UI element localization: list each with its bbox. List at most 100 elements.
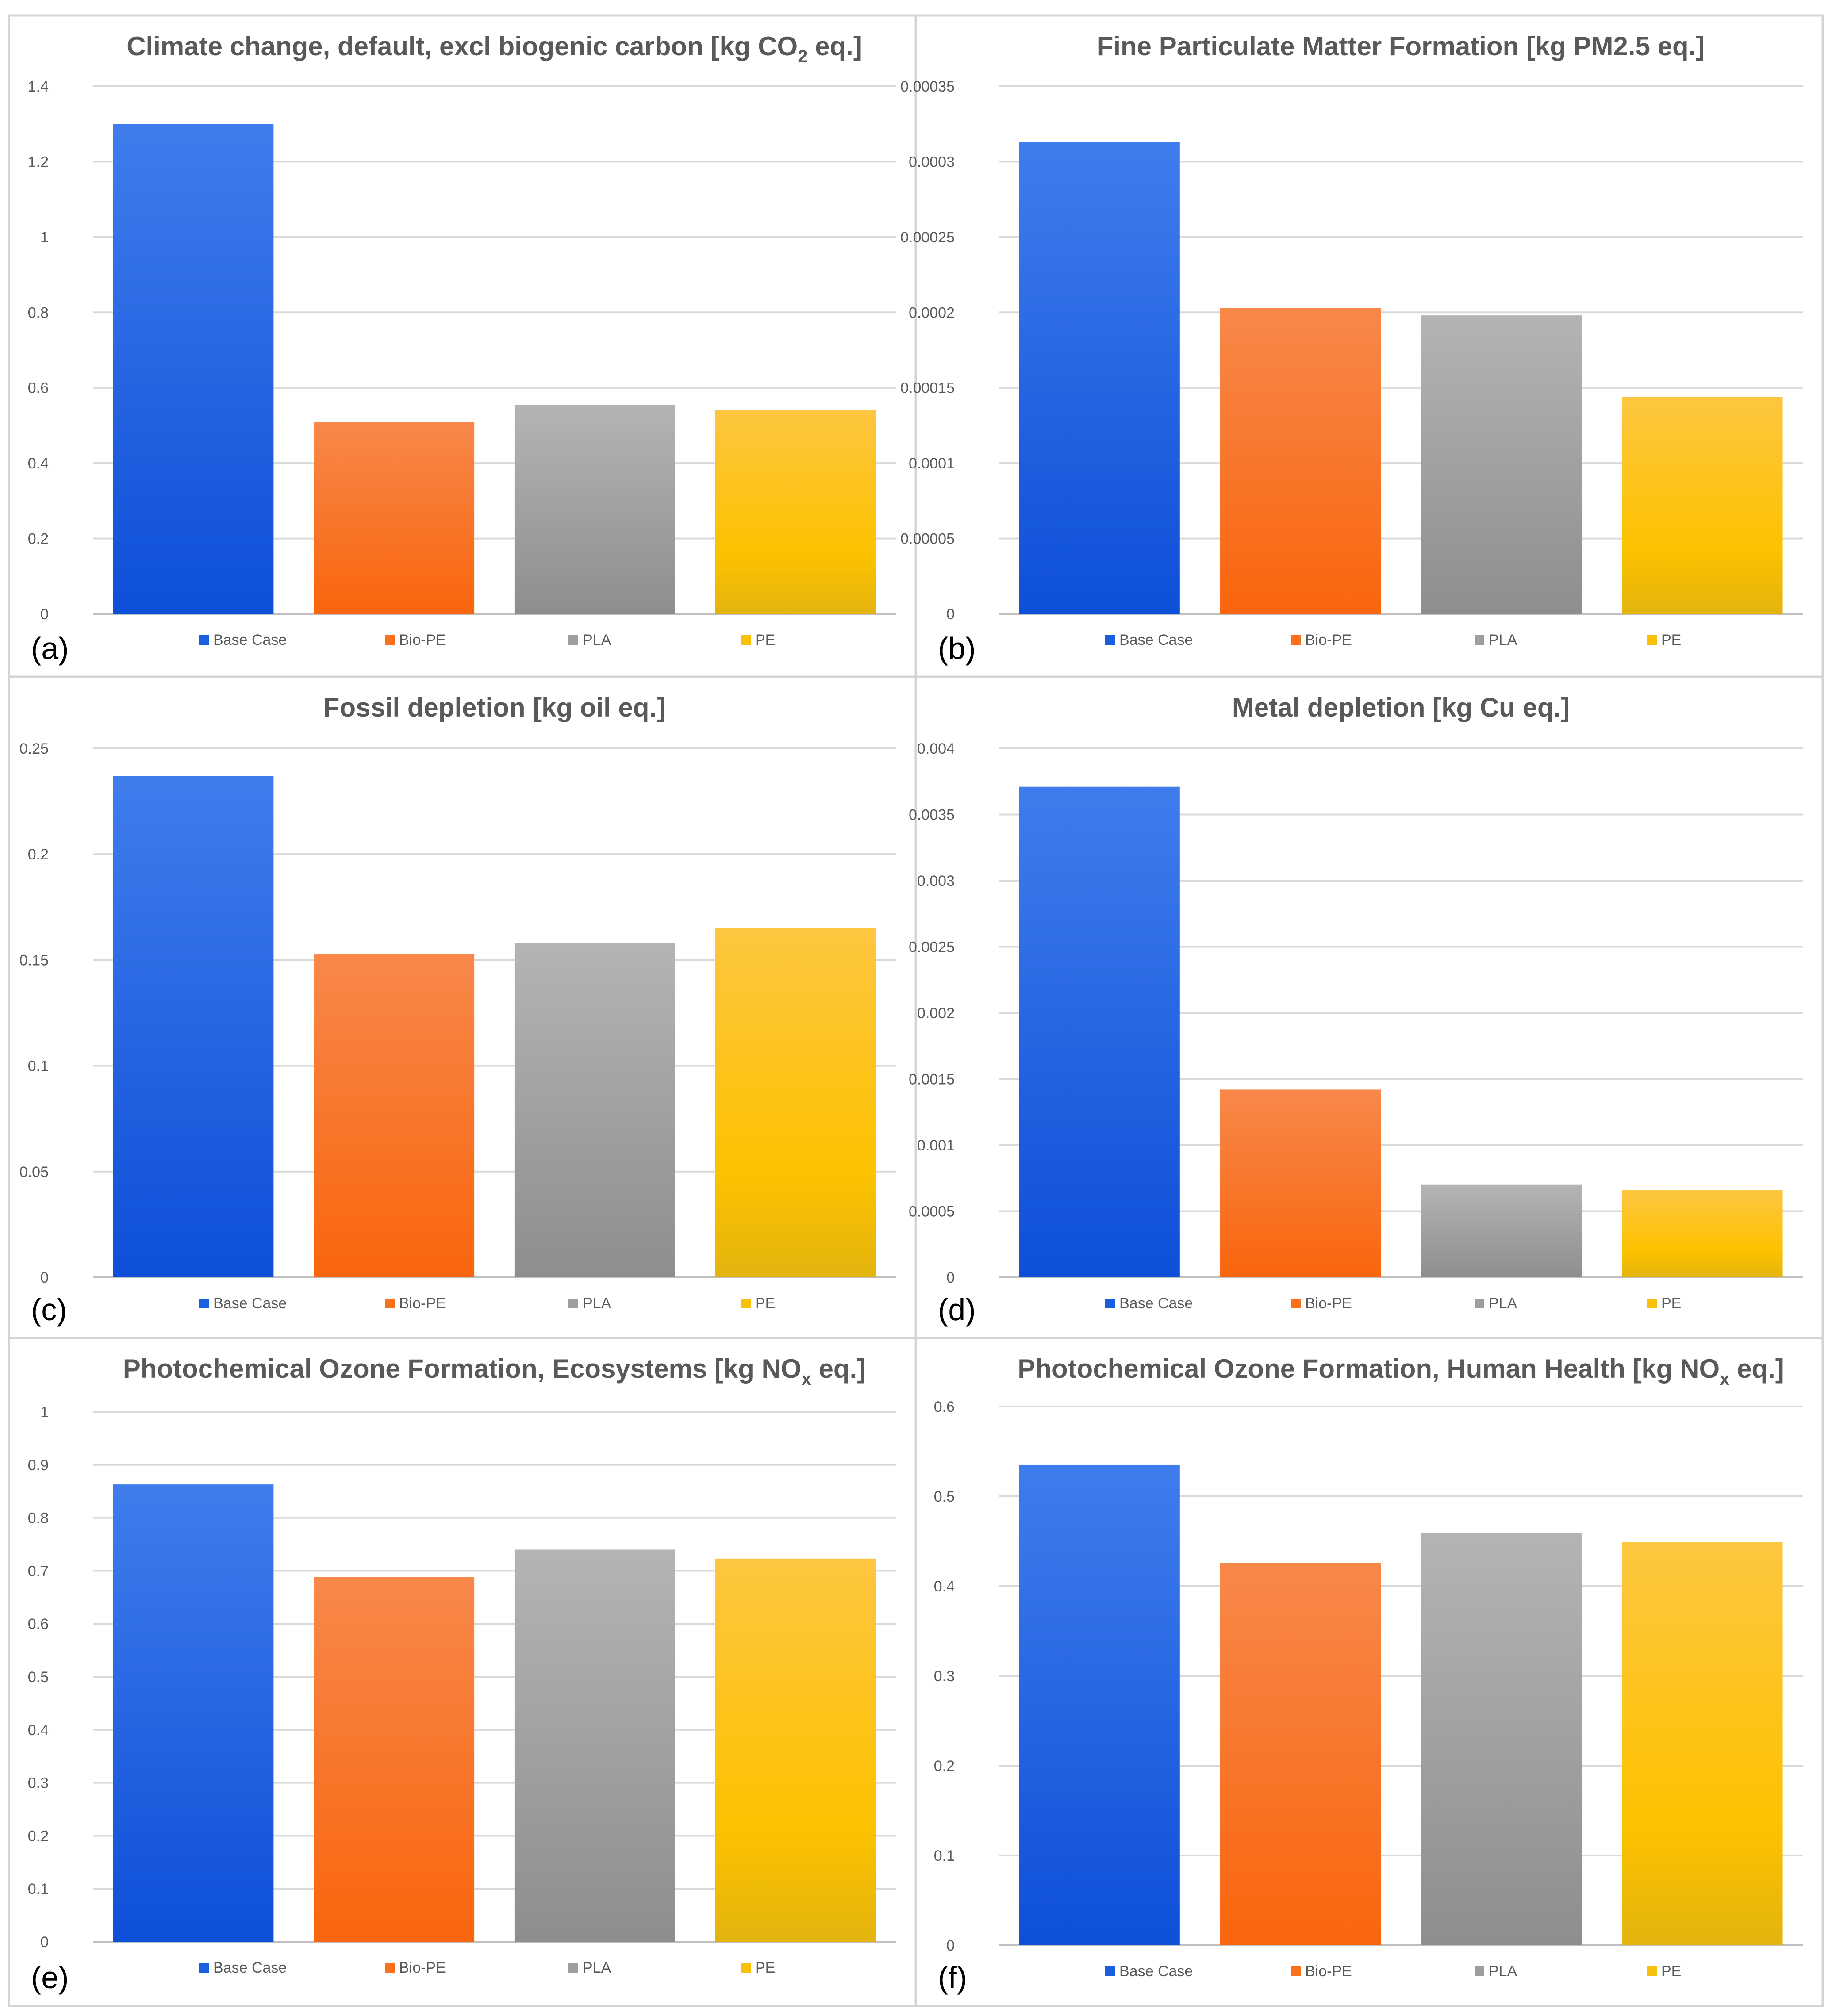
y-tick-label: 1 [40, 1404, 49, 1421]
y-tick-label: 0.0035 [909, 807, 955, 824]
legend-label: Base Case [1119, 1295, 1193, 1312]
y-tick-label: 0.00035 [900, 78, 955, 95]
legend-label: Bio-PE [1305, 1295, 1352, 1312]
chart-panel-3: Fossil depletion [kg oil eq.] 0 0.05 0.1 0.1… [8, 675, 917, 1339]
y-tick-label: 0.2 [934, 1758, 955, 1775]
y-tick-label: 0.00005 [900, 531, 955, 548]
y-tick-label: 0.4 [934, 1578, 955, 1595]
legend-label: Bio-PE [399, 632, 446, 648]
chart-panel-4: Metal depletion [kg Cu eq.] 0 0.0005 0.001 0… [909, 675, 1824, 1339]
legend-label: Base Case [213, 1295, 287, 1312]
y-tick-label: 0.3 [28, 1775, 49, 1792]
legend-label: PLA [583, 632, 611, 648]
legend-label: PLA [583, 1959, 611, 1976]
y-tick-label: 0 [946, 1269, 955, 1286]
panel-label: (d) [938, 1292, 976, 1327]
legend-swatch [1291, 1299, 1301, 1308]
bar-base-case [1019, 786, 1180, 1277]
bar-pe [715, 1558, 876, 1942]
y-tick-label: 0.002 [917, 1005, 955, 1022]
y-tick-label: 0.6 [28, 1616, 49, 1633]
legend-swatch [741, 1963, 751, 1973]
chart-panel-5: Photochemical Ozone Formation, Ecosystem… [8, 1337, 917, 2007]
bar-bio-pe [314, 422, 475, 614]
bar-bio-pe [314, 1577, 475, 1942]
bar-pla [1421, 315, 1582, 614]
bar-base-case [1019, 1464, 1180, 1945]
legend-swatch [199, 1963, 209, 1973]
legend-label: PLA [1489, 632, 1517, 648]
legend-swatch [1475, 1966, 1484, 1976]
y-tick-label: 1.4 [28, 78, 49, 95]
legend-swatch [1475, 635, 1484, 645]
legend-label: PLA [1489, 1963, 1517, 1980]
panel-label: (f) [938, 1960, 967, 1995]
y-tick-label: 0.4 [28, 1722, 49, 1739]
legend-swatch [1105, 635, 1115, 645]
legend-label: Bio-PE [399, 1959, 446, 1976]
bar-base-case [113, 776, 274, 1277]
bar-pla [1421, 1184, 1582, 1277]
legend-swatch [199, 635, 209, 645]
legend-label: PE [755, 1295, 775, 1312]
legend-swatch [568, 635, 578, 645]
y-tick-label: 0.25 [19, 740, 49, 757]
bar-pe [1622, 1190, 1783, 1277]
legend-swatch [1475, 1299, 1484, 1308]
y-tick-label: 0 [946, 606, 955, 623]
legend-label: Base Case [213, 632, 287, 648]
legend-swatch [568, 1963, 578, 1973]
panel-label: (e) [31, 1960, 69, 1995]
y-tick-label: 0.003 [917, 873, 955, 889]
y-tick-label: 0.00025 [900, 229, 955, 246]
legend-label: PE [755, 1959, 775, 1976]
y-tick-label: 0.1 [28, 1058, 49, 1075]
legend-label: PLA [583, 1295, 611, 1312]
y-tick-label: 0.8 [28, 304, 49, 321]
legend-swatch [1291, 1966, 1301, 1976]
y-tick-label: 0.2 [28, 531, 49, 548]
bar-base-case [113, 1484, 274, 1942]
legend-swatch [385, 1299, 395, 1308]
chart-title: Photochemical Ozone Formation, Ecosystem… [123, 1354, 866, 1389]
legend-swatch [741, 635, 751, 645]
chart-panel-6: Photochemical Ozone Formation, Human Hea… [914, 1337, 1824, 2007]
legend-swatch [1105, 1299, 1115, 1308]
chart-panel-2: Fine Particulate Matter Formation [kg PM… [900, 14, 1824, 678]
legend-swatch [741, 1299, 751, 1308]
y-tick-label: 0.001 [917, 1137, 955, 1154]
y-tick-label: 1 [40, 229, 49, 246]
legend-label: PE [755, 632, 775, 648]
y-tick-label: 0.1 [934, 1847, 955, 1864]
legend-swatch [385, 1963, 395, 1973]
y-tick-label: 0.5 [28, 1669, 49, 1686]
y-tick-label: 0.2 [28, 1828, 49, 1844]
legend-swatch [1291, 635, 1301, 645]
y-tick-label: 0.0001 [909, 455, 955, 472]
y-tick-label: 0.4 [28, 455, 49, 472]
y-tick-label: 0.3 [934, 1668, 955, 1685]
chart-title: Metal depletion [kg Cu eq.] [1232, 693, 1570, 722]
chart-title: Fine Particulate Matter Formation [kg PM… [1097, 31, 1705, 61]
legend-swatch [199, 1299, 209, 1308]
bar-base-case [113, 124, 274, 614]
legend-label: PE [1661, 632, 1681, 648]
chart-panel-1: Climate change, default, excl biogenic c… [8, 14, 917, 678]
y-tick-label: 0.6 [934, 1399, 955, 1415]
chart-title: Climate change, default, excl biogenic c… [127, 31, 862, 66]
y-tick-label: 0.2 [28, 846, 49, 863]
bar-pla [514, 943, 675, 1277]
bar-pla [514, 1549, 675, 1942]
y-tick-label: 0.8 [28, 1510, 49, 1527]
y-tick-label: 0 [40, 606, 49, 623]
legend-label: PE [1661, 1295, 1681, 1312]
legend-label: Bio-PE [1305, 1963, 1352, 1980]
legend-label: Base Case [1119, 632, 1193, 648]
legend-swatch [1105, 1966, 1115, 1976]
y-tick-label: 0.0003 [909, 153, 955, 170]
bar-bio-pe [1220, 1089, 1381, 1277]
y-tick-label: 0.7 [28, 1563, 49, 1579]
bar-bio-pe [1220, 308, 1381, 614]
y-tick-label: 0 [40, 1269, 49, 1286]
bar-pla [1421, 1533, 1582, 1945]
